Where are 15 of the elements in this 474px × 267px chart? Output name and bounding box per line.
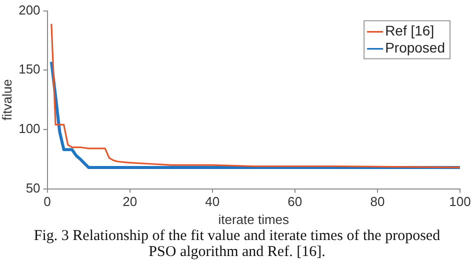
x-tick-label: 80 [370,194,385,210]
y-tick-label: 100 [18,121,40,136]
x-tick-label: 40 [205,194,220,210]
y-tick-label: 150 [18,62,40,77]
y-tick-label: 50 [26,180,40,196]
legend-label: Ref [16] [385,22,434,39]
y-axis-title: fitvalue [0,79,14,120]
caption: Fig. 3 Relationship of the fit value and iterate times of the proposed PSO algorithm and Ref. [16]. [32,228,442,260]
x-tick-label: 0 [44,194,51,210]
x-tick-label: 20 [122,194,138,210]
x-tick-label: 100 [449,194,471,210]
y-tick-label: 200 [18,2,40,18]
x-axis-title: iterate times [218,212,290,227]
x-tick-label: 60 [288,194,302,210]
legend-label: Proposed [385,40,446,56]
